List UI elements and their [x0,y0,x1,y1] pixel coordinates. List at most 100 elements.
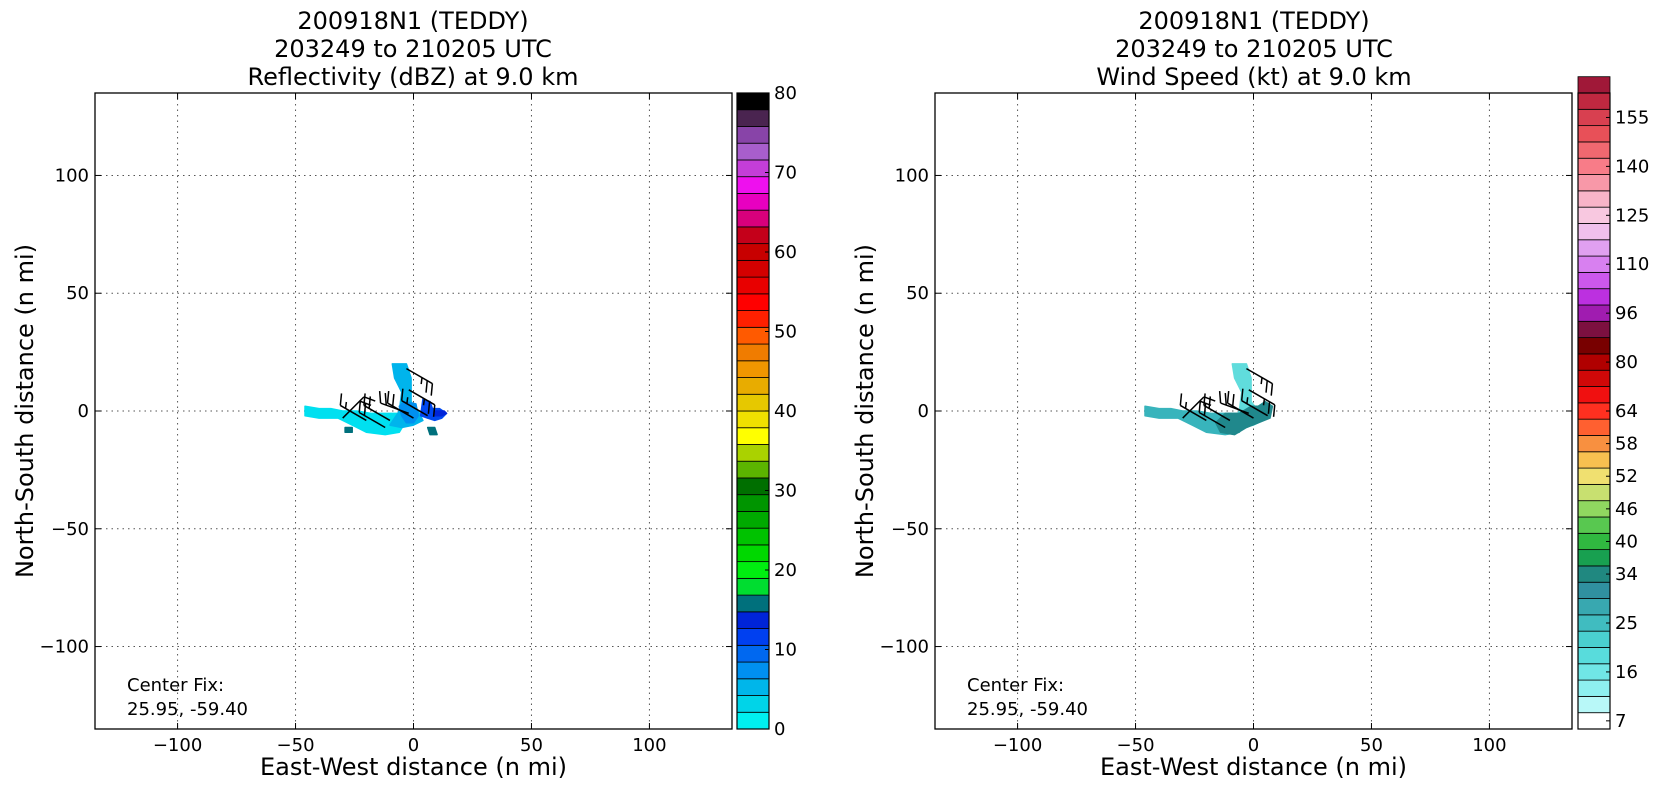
colorbar-cell [1577,353,1611,371]
wind-barb-feather [1179,393,1183,406]
y-axis-label: North-South distance (n mi) [851,244,879,578]
y-tick-label: 0 [918,401,929,422]
colorbar-cell [736,276,770,295]
colorbar-cell [736,193,770,211]
wind-barb-shaft [342,396,365,419]
colorbar-cell [736,444,770,462]
wind-barb-feather [358,400,362,413]
wind-barb-feather [339,393,343,406]
colorbar-cell [1577,451,1611,469]
colorbar-cell [736,326,770,345]
y-tick-label: −100 [880,637,929,658]
colorbar-tick-label: 50 [774,322,797,343]
wind-barb-shaft [339,404,367,422]
colorbar-cell [1577,206,1611,224]
x-axis-label: East-West distance (n mi) [1100,753,1407,781]
colorbar-cell [1577,435,1611,453]
colorbar-cell [1577,549,1611,567]
colorbar-tick-label: 110 [1615,254,1649,275]
colorbar-tick-label: 60 [774,242,797,263]
x-tick-label: −50 [277,735,315,756]
colorbar-tick-label: 80 [774,83,797,104]
chart-title-line: Wind Speed (kt) at 9.0 km [1096,63,1411,91]
colorbar-cell [736,544,770,563]
colorbar-cell [736,410,770,429]
y-tick-label: 100 [55,165,89,186]
colorbar-cell [1577,320,1611,339]
data-region [344,426,353,433]
x-tick-label: 0 [1248,735,1259,756]
colorbar-tick-label: 16 [1615,662,1638,683]
colorbar-cell [1577,76,1611,94]
wind-barb [378,390,410,415]
colorbar-cell [736,243,770,261]
wind-barb-shaft [1248,389,1276,406]
center-fix-annotation: 25.95, -59.40 [127,699,248,720]
wind-barb-feather [430,383,434,396]
colorbar-cell [736,628,770,646]
colorbar-cell [1577,369,1611,387]
wind-barb-feather [1272,404,1276,417]
colorbar-cell [1577,614,1611,632]
colorbar-cell [736,511,770,529]
colorbar-cell [1577,92,1611,110]
wind-barb-feather [1240,388,1244,401]
colorbar-cell [1577,581,1611,599]
colorbar-tick-label: 34 [1615,564,1638,585]
colorbar-cell [1577,288,1611,306]
colorbar-cell [736,561,770,579]
wind-barb-shaft [1179,404,1207,422]
chart-title-line: 203249 to 210205 UTC [1115,35,1393,63]
wind-barb-feather [1226,390,1230,404]
wind-barb-shaft [408,389,436,406]
x-tick-label: 50 [1360,735,1383,756]
colorbar-tick-label: 40 [1615,531,1638,552]
colorbar-cell [1577,418,1611,436]
colorbar-tick-label: 25 [1615,613,1638,634]
y-axis-label: North-South distance (n mi) [11,244,39,578]
colorbar-cell [736,577,770,596]
x-tick-label: −50 [1117,735,1155,756]
colorbar-tick-label: 40 [774,401,797,422]
wind-barb-half-feather [1262,398,1266,406]
colorbar-tick-label: 30 [774,481,797,502]
colorbar-cell [736,343,770,362]
center-fix-annotation: Center Fix: [127,675,224,696]
chart-title-line: 203249 to 210205 UTC [274,35,552,63]
wind-barb-feather [1267,401,1271,414]
colorbar-cell [1577,337,1611,355]
colorbar-tick-label: 52 [1615,466,1638,487]
colorbar-cell [1577,255,1611,273]
colorbar-tick-label: 96 [1615,303,1638,324]
wind-barb [400,388,429,417]
colorbar-cell [1577,565,1611,583]
wind-barb [1248,389,1276,417]
center-fix-annotation: 25.95, -59.40 [967,699,1088,720]
colorbar-cell [736,159,770,178]
wind-barb-half-feather [1260,377,1263,385]
wind-barb-half-feather [420,377,423,385]
x-tick-label: 0 [408,735,419,756]
colorbar-cell [736,209,770,228]
wind-barb [408,389,436,417]
wind-barb-feather [400,388,404,401]
colorbar-cell [736,695,770,713]
colorbar-cell [736,611,770,629]
colorbar-cell [736,142,770,161]
y-tick-label: −50 [891,519,929,540]
colorbar-cell [1577,190,1611,208]
colorbar-tick-label: 7 [1615,711,1626,732]
colorbar-tick-label: 140 [1615,156,1649,177]
wind-barb-feather [378,390,382,404]
wind-barb [1218,390,1250,415]
colorbar-cell [1577,239,1611,257]
colorbar-cell [1577,663,1611,681]
colorbar-tick-label: 155 [1615,107,1649,128]
colorbar-cell [1577,174,1611,192]
wind-barb-shaft [1220,402,1250,415]
colorbar-cell [736,427,770,445]
wind-barb [339,393,367,422]
wind-barb-shaft [380,402,410,415]
colorbar-cell [736,527,770,546]
